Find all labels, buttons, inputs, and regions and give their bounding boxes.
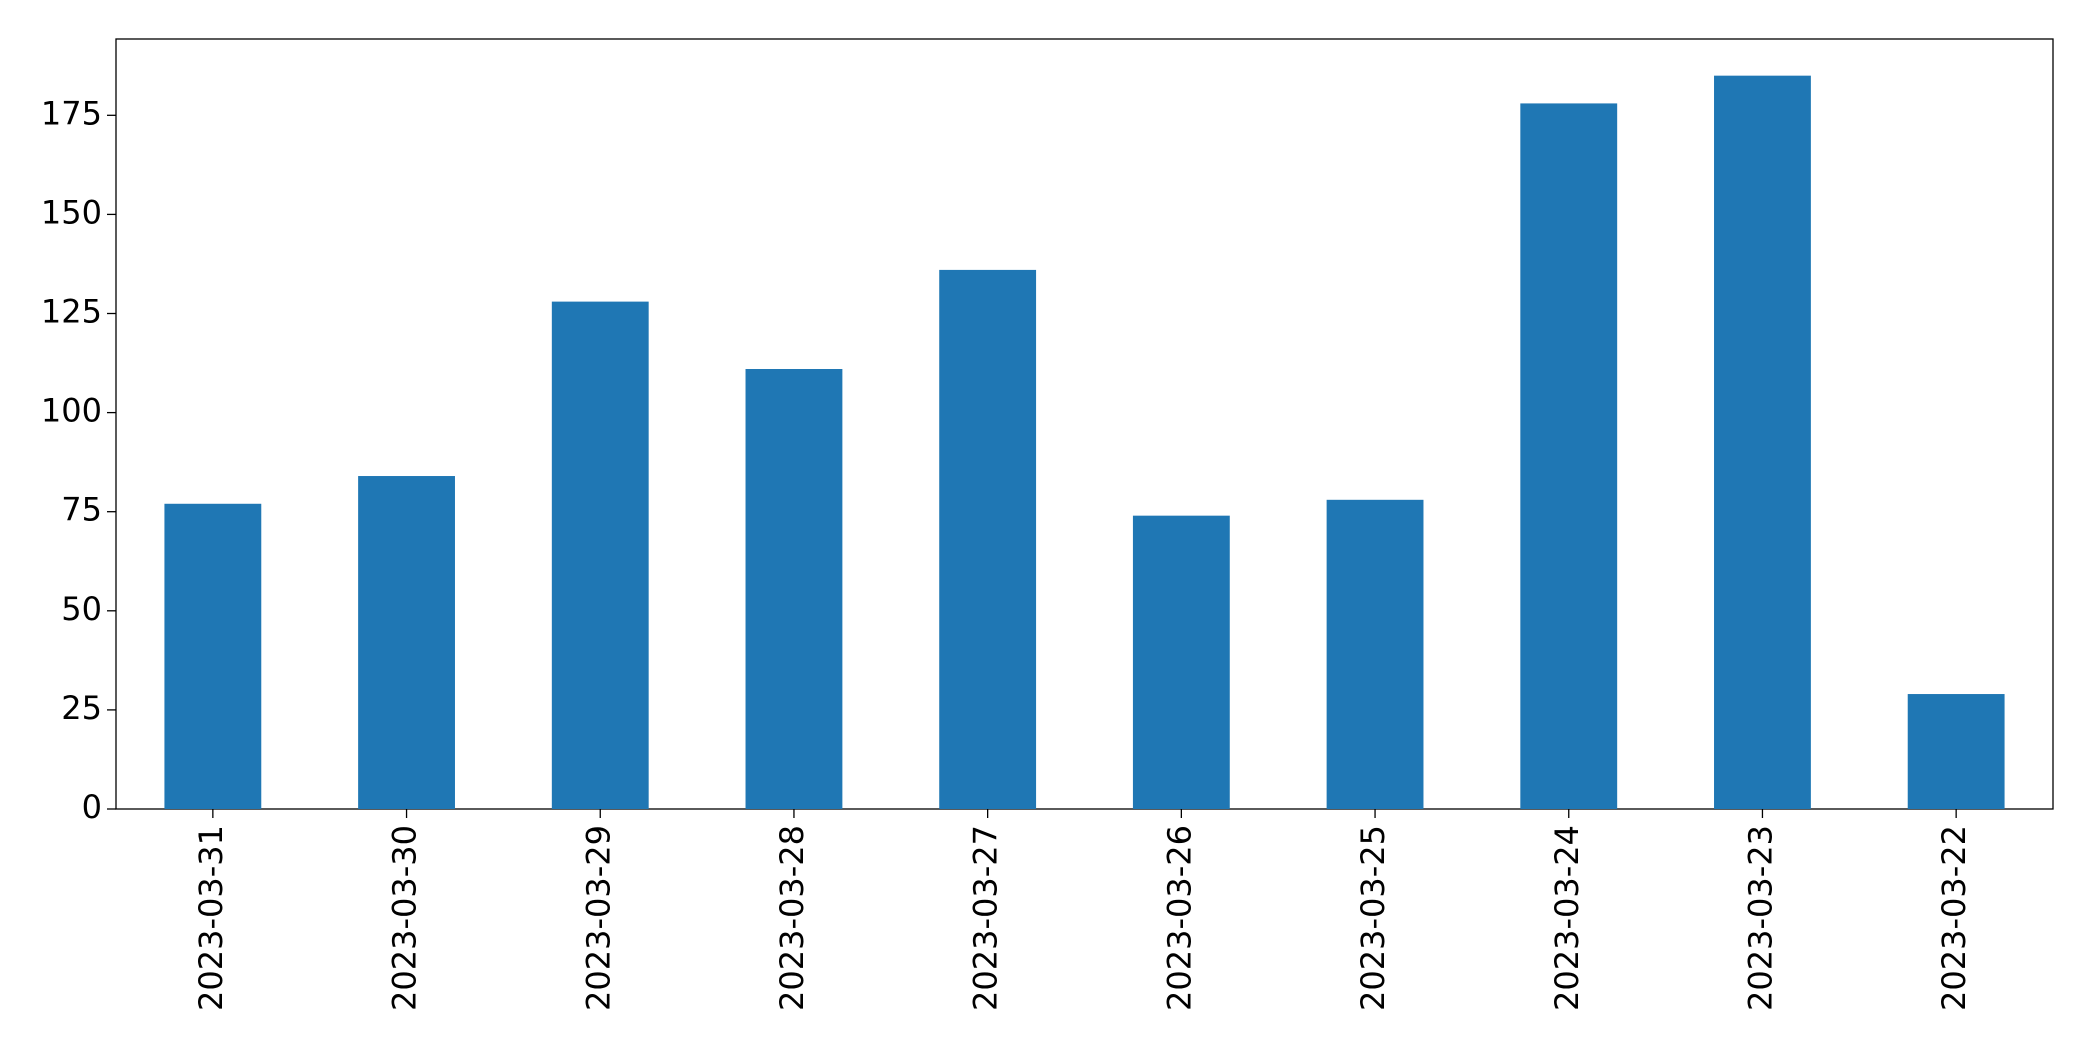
y-tick-label: 0 (82, 788, 102, 826)
bar (939, 269, 1037, 810)
x-tick-label: 2023-03-24 (1548, 825, 1586, 1011)
bar (1714, 75, 1811, 809)
bar (551, 301, 649, 809)
x-tick-label: 2023-03-29 (579, 825, 617, 1011)
y-tick-label: 75 (61, 491, 102, 529)
plot-frame (115, 38, 2054, 810)
y-tick-label: 175 (41, 94, 102, 132)
y-tick-label: 100 (41, 392, 102, 430)
bar (1907, 694, 2005, 809)
y-tick-label: 50 (61, 590, 102, 628)
bar (164, 503, 262, 809)
x-tick-label: 2023-03-23 (1741, 825, 1779, 1011)
x-tick-label: 2023-03-31 (192, 825, 230, 1011)
bar (1132, 515, 1230, 809)
x-tick-label: 2023-03-28 (773, 825, 811, 1011)
x-tick-label: 2023-03-26 (1160, 825, 1198, 1011)
y-tick-label: 150 (41, 193, 102, 231)
x-tick-label: 2023-03-30 (386, 825, 424, 1011)
x-tick-label: 2023-03-27 (967, 825, 1005, 1011)
bar (1326, 499, 1424, 809)
bar (745, 369, 843, 809)
x-tick-label: 2023-03-22 (1935, 825, 1973, 1011)
x-tick-label: 2023-03-25 (1354, 825, 1392, 1011)
y-tick-label: 25 (61, 689, 102, 727)
bar (1520, 103, 1618, 809)
bar (358, 476, 455, 809)
y-tick-label: 125 (41, 293, 102, 331)
